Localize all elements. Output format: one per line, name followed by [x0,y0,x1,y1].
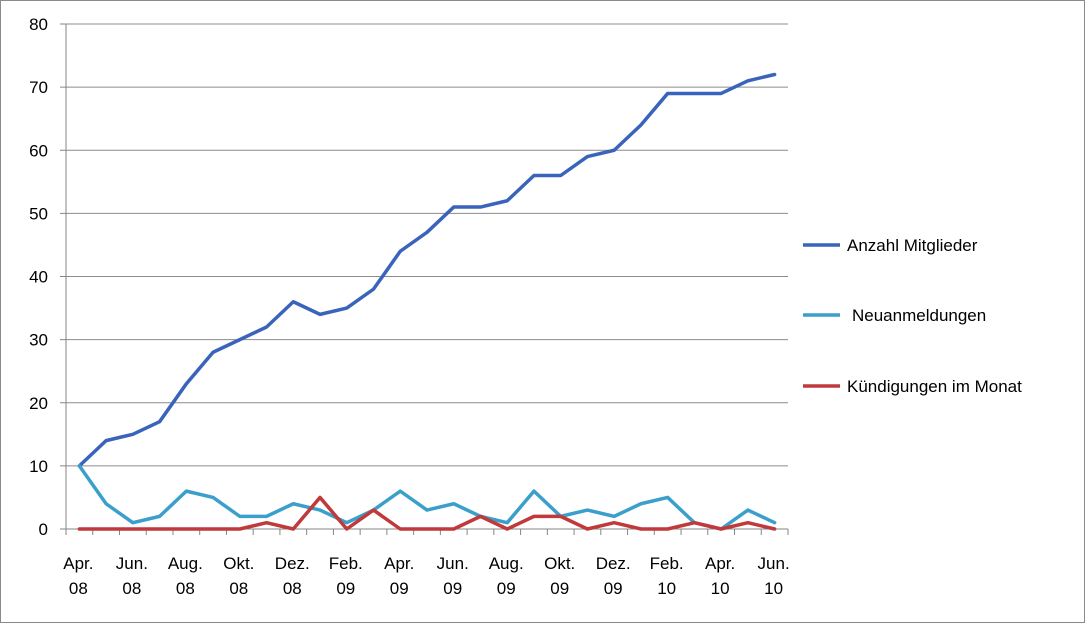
y-tick-label: 30 [29,331,48,350]
y-tick-label: 60 [29,141,48,160]
x-tick-label: Feb. 10 [650,554,684,598]
y-axis-ticks: 0 10 20 30 40 50 60 70 80 [29,15,66,539]
x-tick-label-year: 08 [176,579,195,598]
x-tick-label: Aug. 09 [489,554,524,598]
legend-label: Anzahl Mitglieder [847,236,978,255]
x-tick-label-year: 08 [283,579,302,598]
x-tick-label-month: Aug. [168,554,203,573]
x-tick-label: Feb. 09 [329,554,363,598]
x-tick-label-year: 08 [229,579,248,598]
x-tick-label: Jun. 08 [116,554,148,598]
series-line-1 [77,464,777,531]
x-tick-label-year: 10 [711,579,730,598]
x-tick-label-year: 09 [390,579,409,598]
x-tick-label: Dez. 09 [596,554,631,598]
y-tick-label: 0 [39,520,48,539]
x-tick-label: Apr. 10 [705,554,735,598]
y-tick-label: 80 [29,15,48,34]
legend-label: Kündigungen im Monat [847,377,1022,396]
x-tick-label-month: Jun. [437,554,469,573]
x-tick-label: Dez. 08 [275,554,310,598]
x-tick-label: Aug. 08 [168,554,203,598]
x-tick-label-year: 10 [764,579,783,598]
series-line-2 [77,495,777,531]
x-tick-label: Okt. 08 [223,554,254,598]
legend-label: Neuanmeldungen [852,306,986,325]
x-tick-label-month: Okt. [223,554,254,573]
y-tick-label: 70 [29,78,48,97]
y-tick-label: 10 [29,457,48,476]
y-tick-label: 40 [29,268,48,287]
x-tick-label: Okt. 09 [544,554,575,598]
x-tick-label-year: 09 [497,579,516,598]
series-lines [77,72,777,531]
y-tick-label: 50 [29,204,48,223]
x-tick-label-year: 09 [604,579,623,598]
x-tick-label-year: 09 [336,579,355,598]
gridlines [65,23,788,530]
x-tick-label: Apr. 09 [384,554,414,598]
x-tick-label-year: 10 [657,579,676,598]
x-tick-label-month: Dez. [275,554,310,573]
x-tick-label-month: Feb. [650,554,684,573]
x-tick-label-month: Jun. [758,554,790,573]
x-tick-label-month: Apr. [63,554,93,573]
x-tick-label-month: Apr. [705,554,735,573]
x-tick-label-month: Okt. [544,554,575,573]
x-tick-label-month: Jun. [116,554,148,573]
x-tick-label-month: Feb. [329,554,363,573]
x-tick-label: Jun. 09 [437,554,469,598]
y-tick-label: 20 [29,394,48,413]
x-tick-label-year: 08 [69,579,88,598]
x-tick-label-month: Apr. [384,554,414,573]
x-tick-label-year: 08 [122,579,141,598]
series-line-0 [77,72,777,468]
x-tick-label-month: Dez. [596,554,631,573]
x-tick-label: Jun. 10 [758,554,790,598]
x-tick-label: Apr. 08 [63,554,93,598]
x-tick-label-year: 09 [443,579,462,598]
x-tick-label-year: 09 [550,579,569,598]
x-tick-label-month: Aug. [489,554,524,573]
legend: Anzahl Mitglieder Neuanmeldungen Kündigung… [803,236,1022,396]
